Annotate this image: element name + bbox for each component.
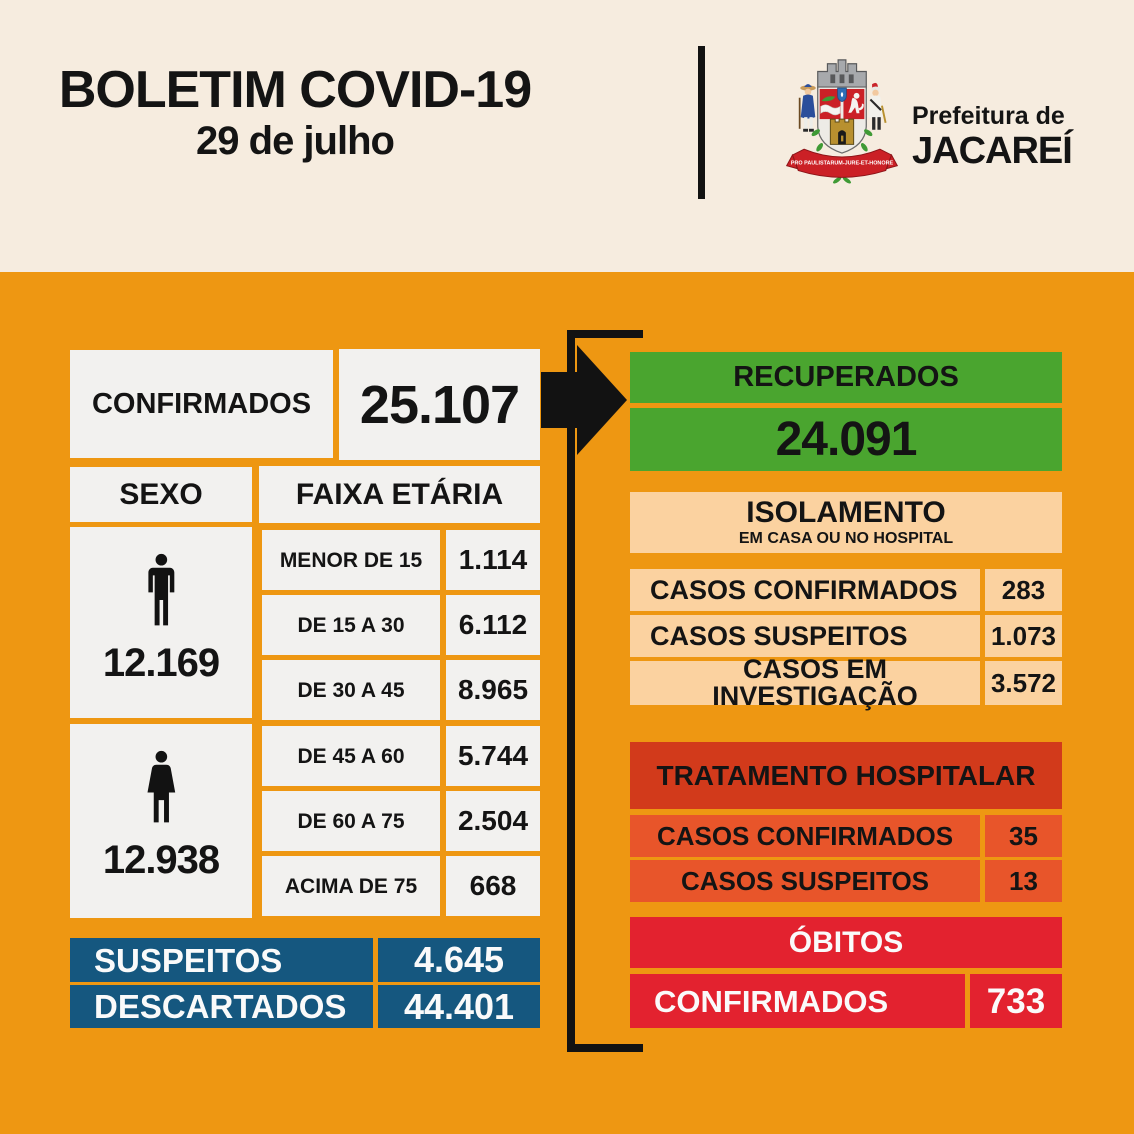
isolation-header: ISOLAMENTO EM CASA OU NO HOSPITAL — [630, 492, 1062, 553]
confirmed-value: 25.107 — [339, 349, 540, 460]
male-count: 12.169 — [102, 641, 220, 685]
hospital-row-label: CASOS CONFIRMADOS — [630, 815, 980, 857]
deaths-row-label: CONFIRMADOS — [630, 974, 965, 1028]
isolation-row-value: 283 — [985, 569, 1062, 611]
male-icon — [148, 553, 174, 626]
female-count-card: 12.938 — [70, 724, 252, 918]
header-divider — [698, 46, 705, 199]
isolation-title: ISOLAMENTO — [746, 496, 946, 529]
bracket-line — [567, 1044, 643, 1052]
age-row-label: ACIMA DE 75 — [262, 856, 440, 916]
age-row-label: DE 15 A 30 — [262, 595, 440, 655]
male-count-card: 12.169 — [70, 527, 252, 718]
bracket-line — [567, 330, 575, 1052]
hospital-treatment-header: TRATAMENTO HOSPITALAR — [630, 742, 1062, 809]
recovered-value: 24.091 — [630, 408, 1062, 471]
isolation-row-label: CASOS CONFIRMADOS — [630, 569, 980, 611]
age-row-value: 5.744 — [446, 726, 540, 786]
bracket-line — [567, 330, 643, 338]
isolation-row-label: CASOS SUSPEITOS — [630, 615, 980, 657]
hospital-row-label: CASOS SUSPEITOS — [630, 860, 980, 902]
age-row-value: 8.965 — [446, 660, 540, 720]
age-range-header: FAIXA ETÁRIA — [259, 466, 540, 523]
female-count: 12.938 — [102, 838, 220, 882]
mural-crown-icon — [817, 59, 867, 89]
confirmed-label: CONFIRMADOS — [70, 350, 333, 458]
arrow-right-icon — [577, 345, 627, 455]
hospital-row-value: 35 — [985, 815, 1062, 857]
discarded-label: DESCARTADOS — [70, 985, 373, 1028]
deaths-row-value: 733 — [970, 974, 1062, 1028]
female-icon — [147, 750, 175, 823]
age-row-label: DE 60 A 75 — [262, 791, 440, 851]
bandeirante-figure — [798, 84, 816, 132]
bulletin-date: 29 de julho — [196, 119, 395, 164]
isolation-row-label: CASOS EM INVESTIGAÇÃO — [630, 656, 980, 710]
motto-ribbon: PRO PAULISTARUM-JURE-ET-HONORE — [785, 148, 899, 178]
recovered-header: RECUPERADOS — [630, 352, 1062, 403]
suspects-value: 4.645 — [378, 938, 540, 982]
age-row-value: 668 — [446, 856, 540, 916]
age-row-label: MENOR DE 15 — [262, 530, 440, 590]
hospital-row-value: 13 — [985, 860, 1062, 902]
age-row-value: 1.114 — [446, 530, 540, 590]
guard-figure — [868, 82, 887, 130]
org-name-block: Prefeitura de JACAREÍ — [912, 102, 1073, 172]
castle-icon — [829, 118, 855, 145]
org-line1: Prefeitura de — [912, 102, 1065, 130]
laurel-sprigs — [811, 129, 873, 184]
lion-icon — [848, 92, 864, 114]
jacarei-coat-of-arms: PRO PAULISTARUM-JURE-ET-HONORE — [785, 59, 899, 184]
age-row-value: 6.112 — [446, 595, 540, 655]
deaths-header: ÓBITOS — [630, 917, 1062, 968]
suspects-label: SUSPEITOS — [70, 938, 373, 982]
bulletin-title: BOLETIM COVID-19 — [58, 61, 532, 119]
title-block: BOLETIM COVID-19 29 de julho — [40, 62, 550, 162]
age-row-value: 2.504 — [446, 791, 540, 851]
header-band: BOLETIM COVID-19 29 de julho — [0, 0, 1134, 272]
motto-text: PRO PAULISTARUM-JURE-ET-HONORE — [791, 161, 894, 167]
discarded-value: 44.401 — [378, 985, 540, 1028]
age-row-label: DE 30 A 45 — [262, 660, 440, 720]
org-line2: JACAREÍ — [912, 130, 1073, 172]
isolation-subtitle: EM CASA OU NO HOSPITAL — [738, 530, 954, 547]
age-row-label: DE 45 A 60 — [262, 726, 440, 786]
sex-header: SEXO — [70, 467, 252, 522]
shield — [817, 86, 867, 154]
isolation-row-value: 1.073 — [985, 615, 1062, 657]
isolation-row-value: 3.572 — [985, 661, 1062, 705]
